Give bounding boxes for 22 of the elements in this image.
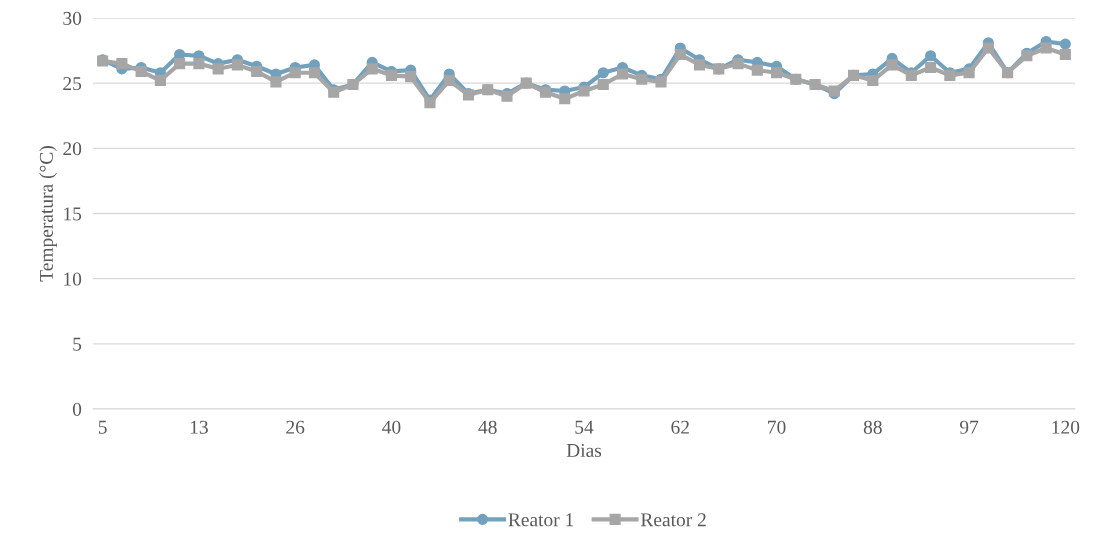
x-tick-label: 13 [190, 420, 208, 434]
x-tick-label: 88 [863, 420, 882, 434]
y-tick-label: 30 [63, 11, 82, 25]
legend-label: Reator 2 [640, 513, 706, 527]
y-tick-label: 20 [63, 142, 82, 156]
y-tick-label: 0 [72, 402, 82, 416]
x-tick-label: 26 [286, 420, 305, 434]
x-tick-label: 62 [671, 420, 689, 434]
x-tick-label: 70 [768, 420, 786, 434]
y-tick-label: 25 [63, 77, 82, 91]
x-tick-label: 97 [960, 420, 979, 434]
x-tick-label: 48 [478, 420, 497, 434]
x-axis-title: Dias [566, 443, 602, 457]
y-axis-title: Temperatura (°C) [39, 146, 57, 282]
y-tick-label: 10 [64, 272, 82, 286]
x-tick-label: 5 [98, 420, 107, 434]
x-tick-label: 120 [1052, 420, 1080, 434]
x-tick-label: 54 [575, 420, 594, 434]
x-tick-label: 40 [382, 420, 401, 434]
y-tick-label: 15 [64, 207, 82, 221]
legend-label: Reator 1 [508, 513, 574, 527]
y-tick-label: 5 [73, 337, 82, 351]
